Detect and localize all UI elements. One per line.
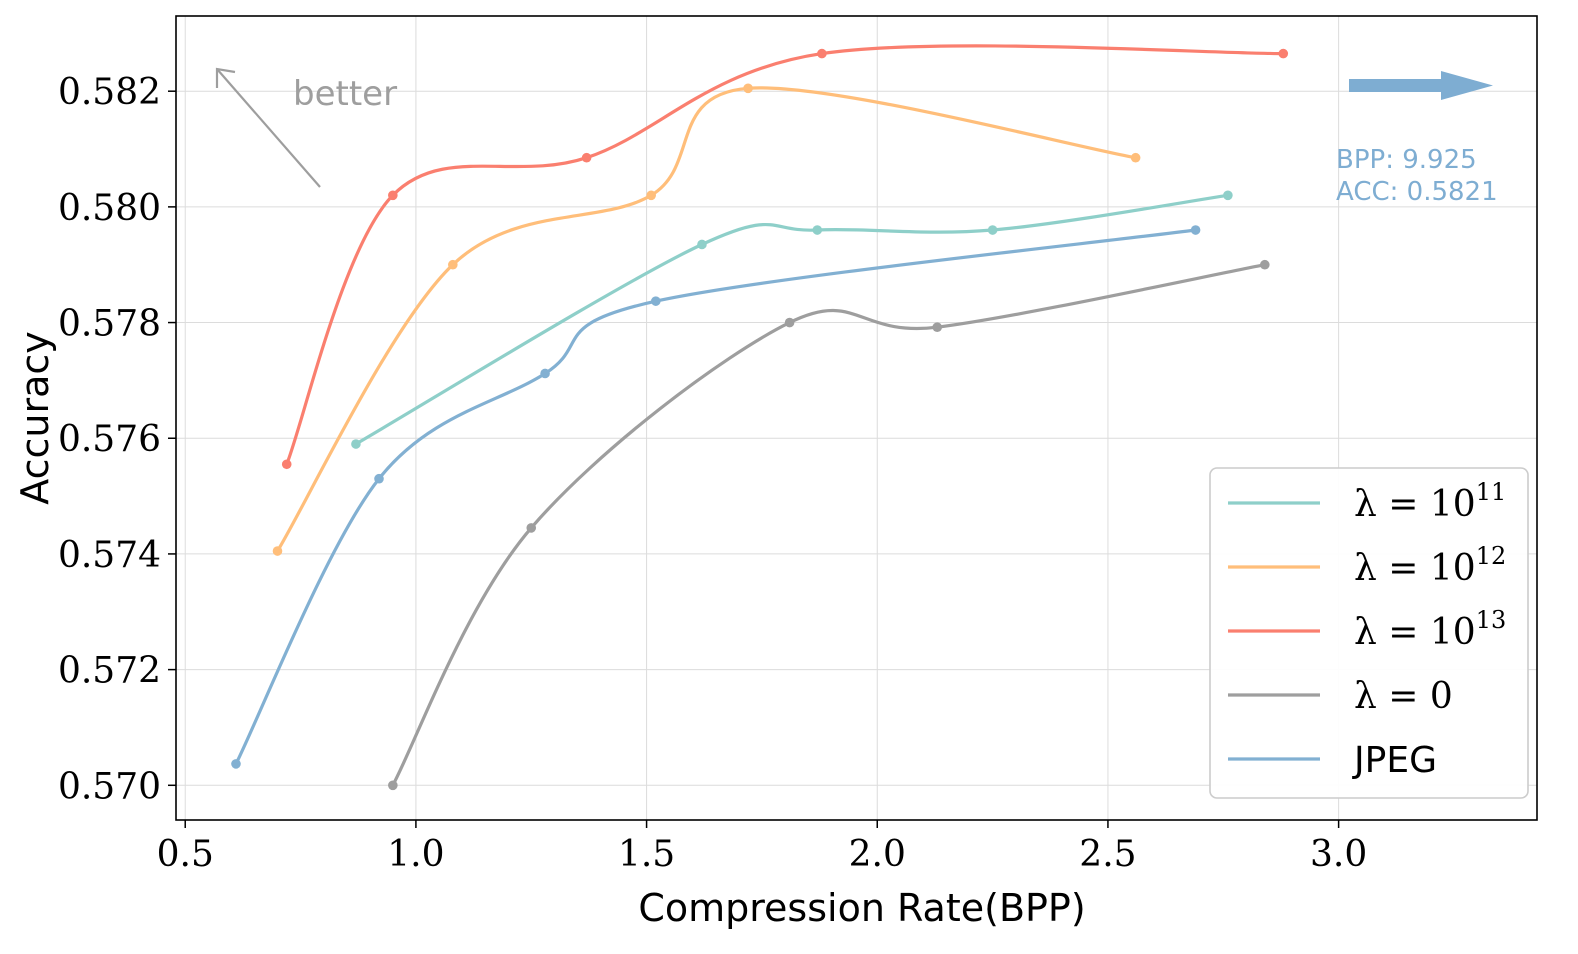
data-point [646,190,656,201]
series-line [285,44,1285,466]
data-point [526,523,537,533]
y-tick-label: 0.572 [58,651,161,692]
legend-label: λ = 0 [1354,676,1453,717]
data-point [231,759,241,769]
y-tick-label: 0.578 [58,304,161,345]
series-2 [281,44,1289,470]
data-point [987,225,998,235]
x-tick-label: 0.5 [157,834,214,875]
series-0 [351,190,1233,449]
plot-frame [175,15,1538,821]
x-tick-label: 2.0 [849,834,906,875]
data-point [1223,190,1233,201]
y-tick-label: 0.576 [58,419,161,460]
data-point [1260,259,1270,270]
data-point [540,368,550,379]
acc-annotation: ACC: 0.5821 [1336,177,1498,207]
legend-label: JPEG [1352,740,1437,781]
data-point [1130,152,1141,163]
data-point [388,190,398,201]
legend-box [1209,467,1529,799]
x-tick-label: 1.5 [618,834,675,875]
series-3 [388,259,1270,791]
better-annotation: better [215,67,397,188]
series-4 [231,225,1201,769]
data-point [697,239,707,250]
y-tick-label: 0.570 [58,766,161,807]
offscale-annotation: BPP: 9.925 ACC: 0.5821 [1336,71,1498,207]
series-lines [231,44,1289,791]
y-axis-title: Accuracy [13,331,57,505]
data-point [784,317,795,328]
series-line [234,228,1198,766]
series-line [391,263,1267,787]
x-tick-label: 3.0 [1310,834,1367,875]
legend-exponent: 11 [1476,478,1507,506]
offscale-arrow-shaft [1349,79,1445,92]
x-axis-title: Compression Rate(BPP) [638,886,1085,930]
data-point [374,473,384,484]
data-point [817,48,827,59]
x-tick-label: 2.5 [1079,834,1136,875]
y-tick-label: 0.582 [58,72,161,113]
better-label: better [293,74,397,114]
data-point [932,322,943,332]
data-point [743,83,753,94]
data-point [351,439,361,449]
legend-exponent: 12 [1476,542,1507,570]
better-arrow-shaft [216,68,321,188]
data-point [388,780,398,791]
legend-exponent: 13 [1476,606,1507,634]
x-tick-label: 1.0 [387,834,444,875]
offscale-arrow-head [1441,71,1493,100]
data-point [1278,48,1289,59]
data-point [651,296,661,306]
y-tick-label: 0.580 [58,188,161,229]
data-point [812,225,823,235]
data-point [1190,225,1201,235]
series-line [354,193,1230,446]
bpp-annotation: BPP: 9.925 [1336,145,1477,175]
better-arrow-head [215,67,236,88]
y-tick-label: 0.574 [58,535,161,576]
data-point [281,459,292,470]
data-point [448,259,458,270]
series-1 [272,83,1141,556]
axis-ticks: 0.5 1.0 1.5 2.0 2.5 3.0 0.570 0.572 0.574 0.576 0.… [58,72,1367,875]
data-point [272,546,283,556]
data-point [581,152,592,163]
